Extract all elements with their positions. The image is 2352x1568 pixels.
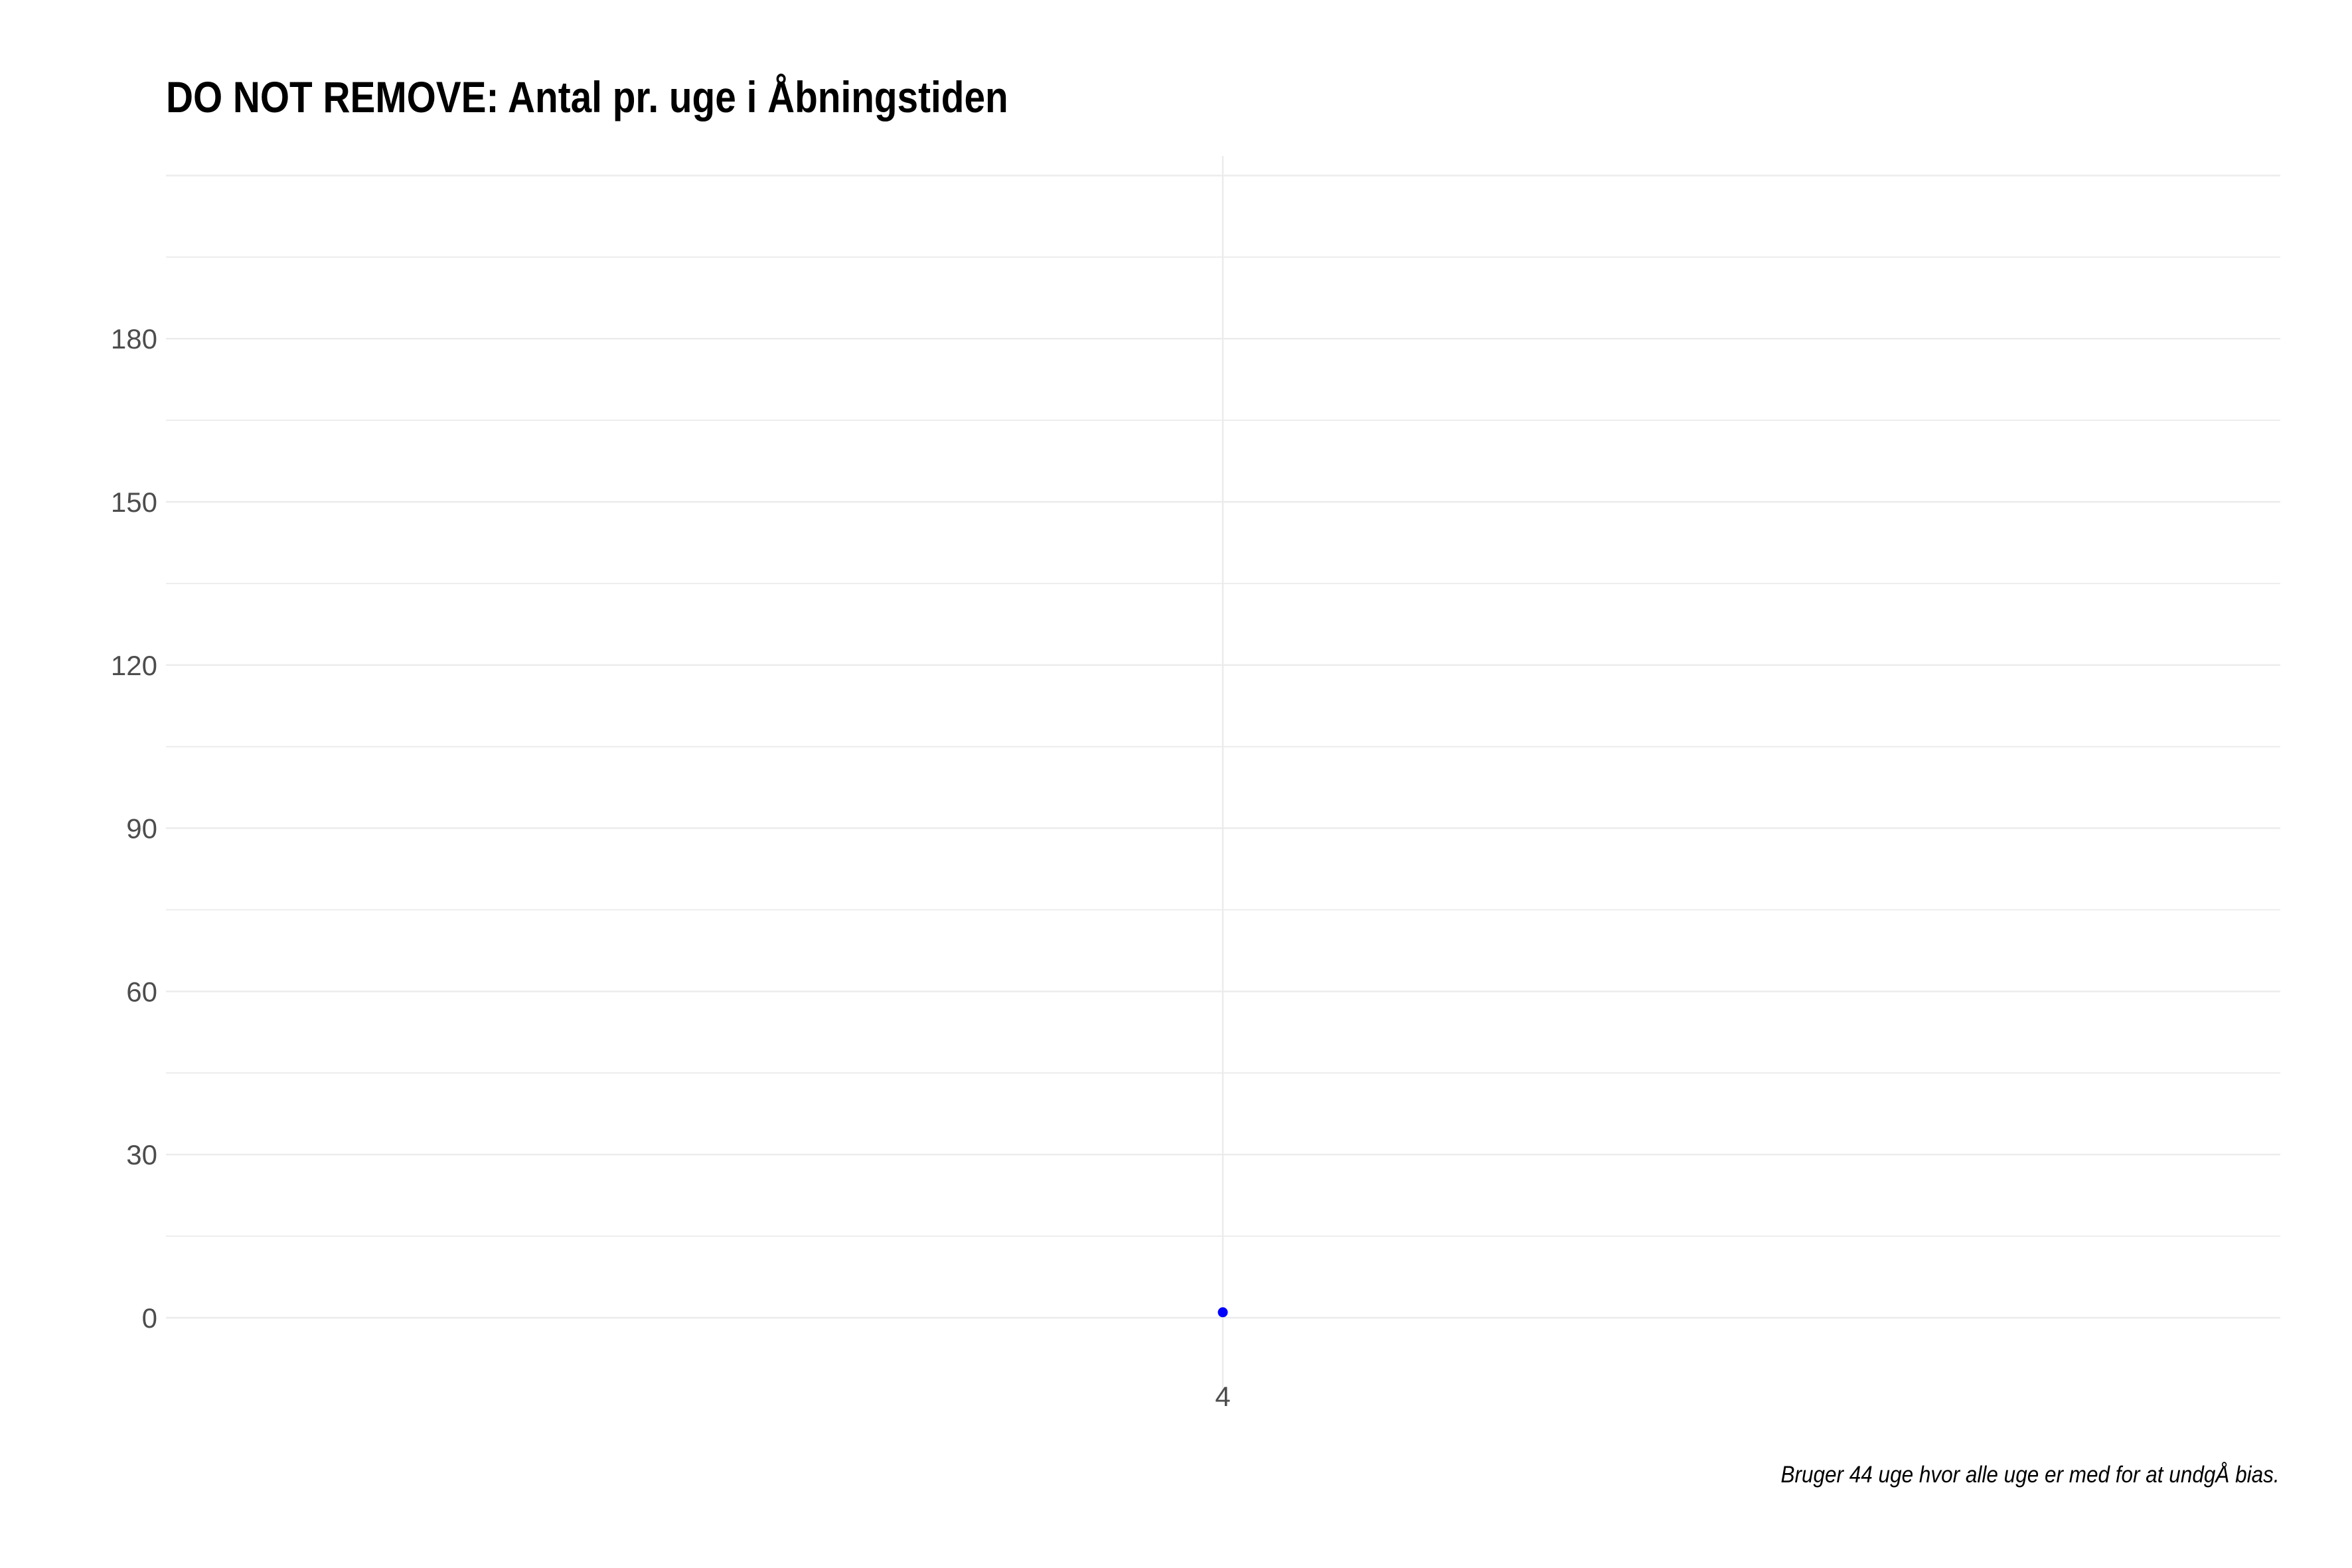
y-tick-label: 90 <box>126 813 157 844</box>
data-point <box>1217 1307 1228 1318</box>
y-tick-label: 150 <box>111 487 157 518</box>
y-tick-label: 180 <box>111 323 157 354</box>
chart-title: DO NOT REMOVE: Antal pr. uge i Åbningsti… <box>166 72 1008 121</box>
axis-tick-labels: 0 30 60 90 120 150 180 4 <box>111 323 1231 1412</box>
y-tick-label: 30 <box>126 1139 157 1170</box>
y-tick-label: 60 <box>126 976 157 1007</box>
grid-lines <box>166 156 2280 1397</box>
x-tick-label: 4 <box>1215 1381 1230 1412</box>
data-points <box>1217 1307 1228 1318</box>
y-tick-label: 120 <box>111 650 157 681</box>
chart-caption: Bruger 44 uge hvor alle uge er med for a… <box>1780 1462 2280 1488</box>
y-tick-label: 0 <box>142 1302 157 1334</box>
